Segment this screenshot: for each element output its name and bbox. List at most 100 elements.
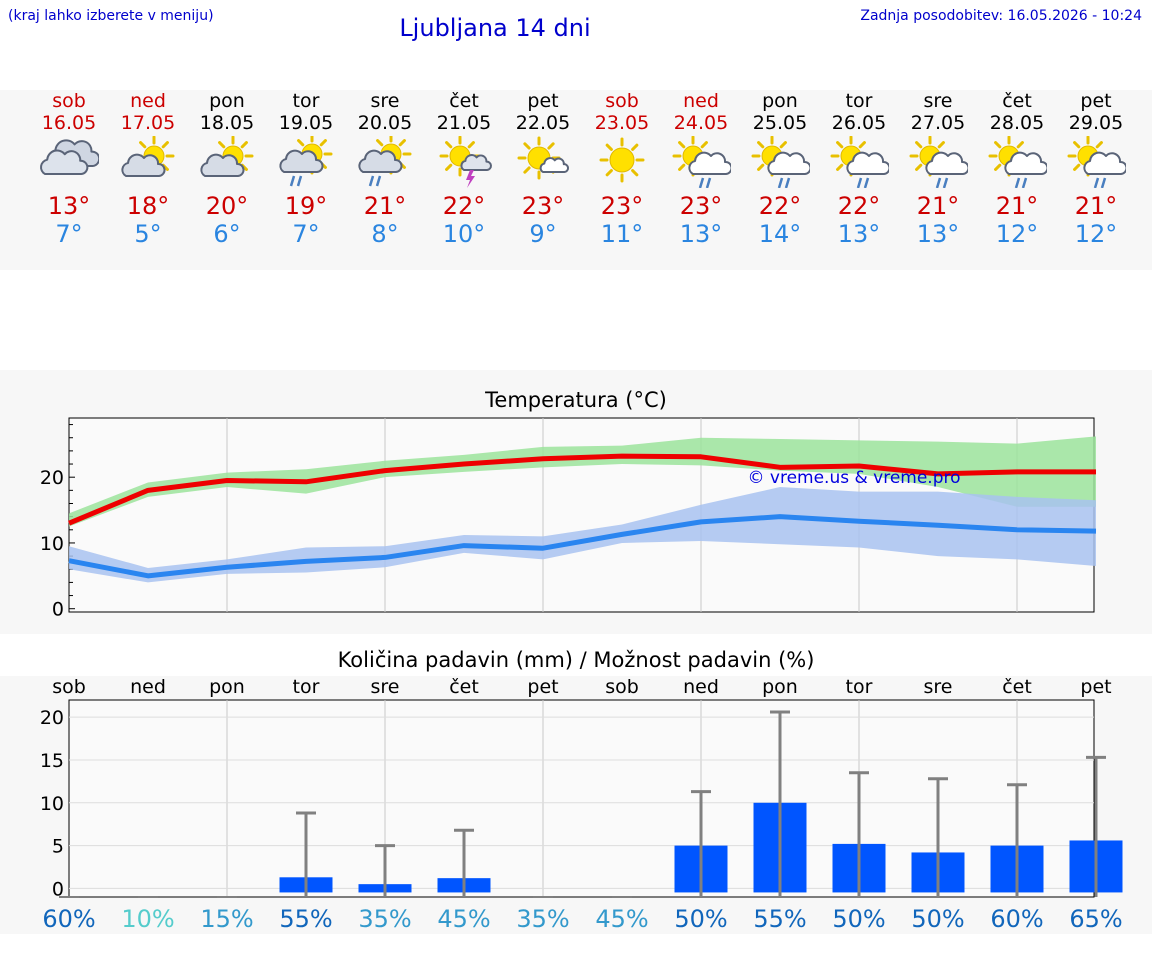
day-date: 21.05 bbox=[436, 112, 492, 134]
max-temperature: 22° bbox=[837, 192, 881, 220]
precipitation-probability: 60% bbox=[990, 905, 1044, 933]
precipitation-probability: 50% bbox=[832, 905, 886, 933]
precipitation-probability: 35% bbox=[516, 905, 570, 933]
min-temperature: 8° bbox=[371, 220, 399, 248]
day-column: pon 18.05 20° 6° bbox=[187, 90, 267, 248]
day-name: ned bbox=[683, 90, 719, 112]
day-name: sre bbox=[923, 90, 953, 112]
day-name: sre bbox=[370, 90, 400, 112]
precipitation-probability: 55% bbox=[279, 905, 333, 933]
max-temperature: 23° bbox=[600, 192, 644, 220]
precipitation-day-label: pet bbox=[527, 676, 559, 698]
day-name: čet bbox=[1002, 90, 1032, 112]
precipitation-day-label: ned bbox=[683, 676, 719, 698]
day-date: 29.05 bbox=[1068, 112, 1124, 134]
y-tick-label: 0 bbox=[52, 599, 64, 621]
day-date: 20.05 bbox=[357, 112, 413, 134]
sun-rain-icon bbox=[672, 136, 731, 188]
day-date: 19.05 bbox=[278, 112, 334, 134]
precipitation-probability: 15% bbox=[200, 905, 254, 933]
day-column: pon 25.05 22° 14° bbox=[740, 90, 820, 248]
day-name: pon bbox=[762, 90, 798, 112]
precipitation-day-label: tor bbox=[845, 676, 873, 698]
y-tick-label: 20 bbox=[40, 707, 64, 729]
sun-cloud-rain-icon bbox=[358, 136, 412, 187]
daily-forecast-strip: sob 16.05 13° 7° ned 17.05 18° 5° pon 18.05 20° 6° t… bbox=[0, 90, 1152, 270]
max-temperature: 20° bbox=[205, 192, 249, 220]
min-temperature: 10° bbox=[442, 220, 486, 248]
precipitation-day-label: sre bbox=[923, 676, 953, 698]
precipitation-probability: 45% bbox=[437, 905, 491, 933]
y-tick-label: 5 bbox=[52, 836, 64, 858]
y-tick-label: 20 bbox=[40, 467, 64, 489]
day-column: tor 26.05 22° 13° bbox=[819, 90, 899, 248]
precipitation-day-label: sre bbox=[370, 676, 400, 698]
max-temperature: 13° bbox=[47, 192, 91, 220]
precipitation-day-label: sob bbox=[52, 676, 86, 698]
day-column: sob 16.05 13° 7° bbox=[29, 90, 109, 248]
day-name: pet bbox=[1080, 90, 1112, 112]
day-column: sre 27.05 21° 13° bbox=[898, 90, 978, 248]
partly-cloudy-icon bbox=[121, 136, 175, 177]
max-temperature: 21° bbox=[1074, 192, 1118, 220]
sun-rain-icon bbox=[988, 136, 1047, 188]
precipitation-day-label: tor bbox=[292, 676, 320, 698]
precipitation-day-label: pon bbox=[762, 676, 798, 698]
location-hint: (kraj lahko izberete v meniju) bbox=[8, 8, 214, 24]
sun-rain-icon bbox=[1067, 136, 1126, 188]
day-name: pon bbox=[209, 90, 245, 112]
temperature-chart: 0 10 20 © vreme.us & vreme.pro bbox=[40, 417, 1097, 621]
precipitation-probability: 45% bbox=[595, 905, 649, 933]
day-date: 16.05 bbox=[41, 112, 97, 134]
min-temperature: 12° bbox=[995, 220, 1039, 248]
day-date: 22.05 bbox=[515, 112, 571, 134]
day-name: čet bbox=[449, 90, 479, 112]
min-temperature: 7° bbox=[55, 220, 83, 248]
sun-cloud-rain-icon bbox=[279, 136, 333, 187]
day-name: tor bbox=[292, 90, 320, 112]
max-temperature: 23° bbox=[521, 192, 565, 220]
sunny-icon bbox=[599, 137, 645, 183]
precipitation-chart: 0 5 10 15 20 bbox=[40, 699, 1123, 900]
day-name: sob bbox=[52, 90, 86, 112]
min-temperature: 11° bbox=[600, 220, 644, 248]
precipitation-chart-title: Količina padavin (mm) / Možnost padavin … bbox=[337, 648, 815, 672]
min-temperature: 5° bbox=[134, 220, 162, 248]
partly-cloudy-icon bbox=[200, 136, 254, 177]
sun-rain-icon bbox=[830, 136, 889, 188]
max-temperature: 18° bbox=[126, 192, 170, 220]
day-column: ned 24.05 23° 13° bbox=[661, 90, 741, 248]
min-temperature: 9° bbox=[529, 220, 557, 248]
day-date: 18.05 bbox=[199, 112, 255, 134]
y-tick-label: 15 bbox=[40, 750, 64, 772]
last-updated: Zadnja posodobitev: 16.05.2026 - 10:24 bbox=[860, 8, 1142, 24]
page-title: Ljubljana 14 dni bbox=[399, 14, 591, 42]
min-temperature: 13° bbox=[679, 220, 723, 248]
max-temperature: 19° bbox=[284, 192, 328, 220]
temperature-chart-title: Temperatura (°C) bbox=[485, 388, 667, 412]
precipitation-day-label: sob bbox=[605, 676, 639, 698]
day-column: pet 29.05 21° 12° bbox=[1056, 90, 1136, 248]
precipitation-probability: 55% bbox=[753, 905, 807, 933]
day-name: pet bbox=[527, 90, 559, 112]
precipitation-day-label: pet bbox=[1080, 676, 1112, 698]
precipitation-probability: 10% bbox=[121, 905, 175, 933]
min-temperature: 13° bbox=[837, 220, 881, 248]
day-column: čet 28.05 21° 12° bbox=[977, 90, 1057, 248]
sun-rain-icon bbox=[751, 136, 810, 188]
sun-thunder-icon bbox=[439, 136, 492, 188]
precipitation-probability: 50% bbox=[911, 905, 965, 933]
precipitation-day-label: čet bbox=[1002, 676, 1032, 698]
day-column: sob 23.05 23° 11° bbox=[582, 90, 662, 248]
sun-small-cloud-icon bbox=[517, 136, 570, 180]
min-temperature: 13° bbox=[916, 220, 960, 248]
day-column: pet 22.05 23° 9° bbox=[503, 90, 583, 248]
day-column: ned 17.05 18° 5° bbox=[108, 90, 188, 248]
max-temperature-range bbox=[69, 436, 1096, 527]
day-date: 23.05 bbox=[594, 112, 650, 134]
y-tick-label: 10 bbox=[40, 793, 64, 815]
day-date: 25.05 bbox=[752, 112, 808, 134]
max-temperature: 21° bbox=[916, 192, 960, 220]
precipitation-day-label: čet bbox=[449, 676, 479, 698]
day-column: tor 19.05 19° 7° bbox=[266, 90, 346, 248]
